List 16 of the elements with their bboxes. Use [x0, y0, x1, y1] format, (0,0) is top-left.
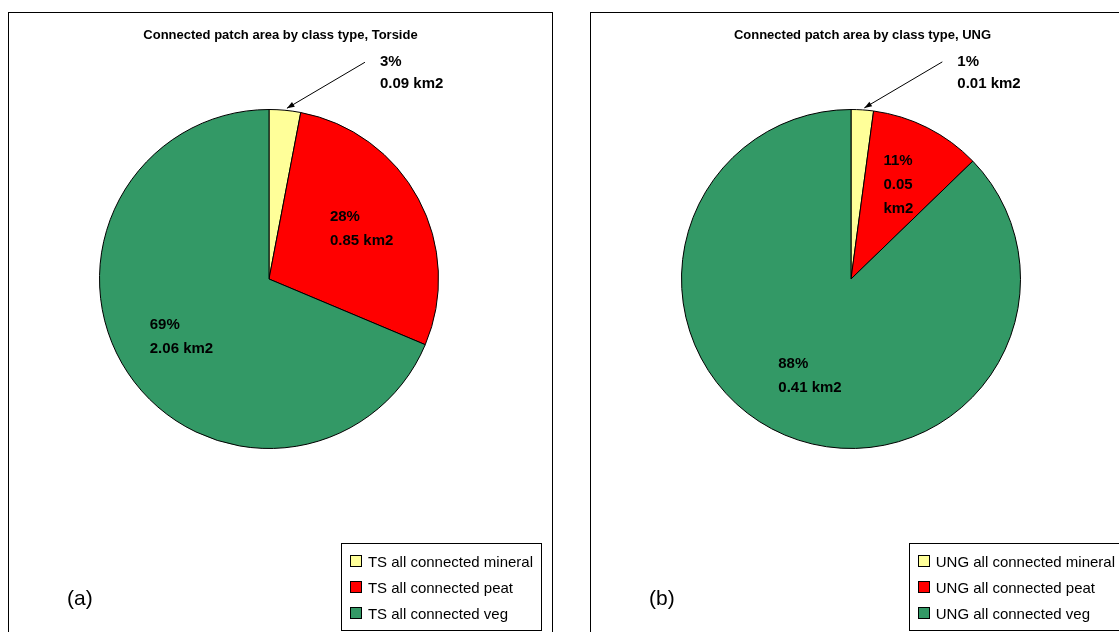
- legend-label: UNG all connected mineral: [935, 552, 1115, 570]
- legend-label: TS all connected veg: [367, 604, 508, 622]
- data-label: 69% 2.06 km2: [149, 315, 214, 357]
- legend-label: TS all connected peat: [367, 578, 513, 596]
- chart-title: Connected patch area by class type, Torside: [142, 27, 419, 42]
- data-label: 3% 0.09 km2: [379, 52, 444, 92]
- data-label: 28% 0.85 km2: [329, 207, 394, 249]
- legend-label: UNG all connected veg: [935, 604, 1090, 622]
- text: (b): [649, 586, 675, 610]
- chart-title: Connected patch area by class type, UNG: [732, 27, 993, 42]
- data-label: 88% 0.41 km2: [778, 353, 842, 395]
- text: (a): [67, 586, 93, 610]
- data-label: 1% 0.01 km2: [957, 52, 1021, 92]
- legend-label: TS all connected mineral: [367, 552, 533, 570]
- data-label: 11% 0.05 km2: [883, 151, 914, 217]
- legend-label: UNG all connected peat: [935, 578, 1096, 596]
